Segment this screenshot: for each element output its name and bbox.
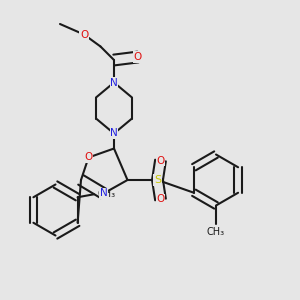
Text: S: S — [154, 175, 161, 185]
Text: O: O — [156, 155, 165, 166]
Text: N: N — [110, 77, 118, 88]
Text: O: O — [156, 194, 165, 205]
Text: O: O — [80, 29, 88, 40]
Text: O: O — [84, 152, 93, 163]
Text: O: O — [134, 52, 142, 62]
Text: N: N — [110, 128, 118, 139]
Text: N: N — [100, 188, 107, 199]
Text: CH₃: CH₃ — [97, 189, 115, 199]
Text: CH₃: CH₃ — [207, 227, 225, 237]
